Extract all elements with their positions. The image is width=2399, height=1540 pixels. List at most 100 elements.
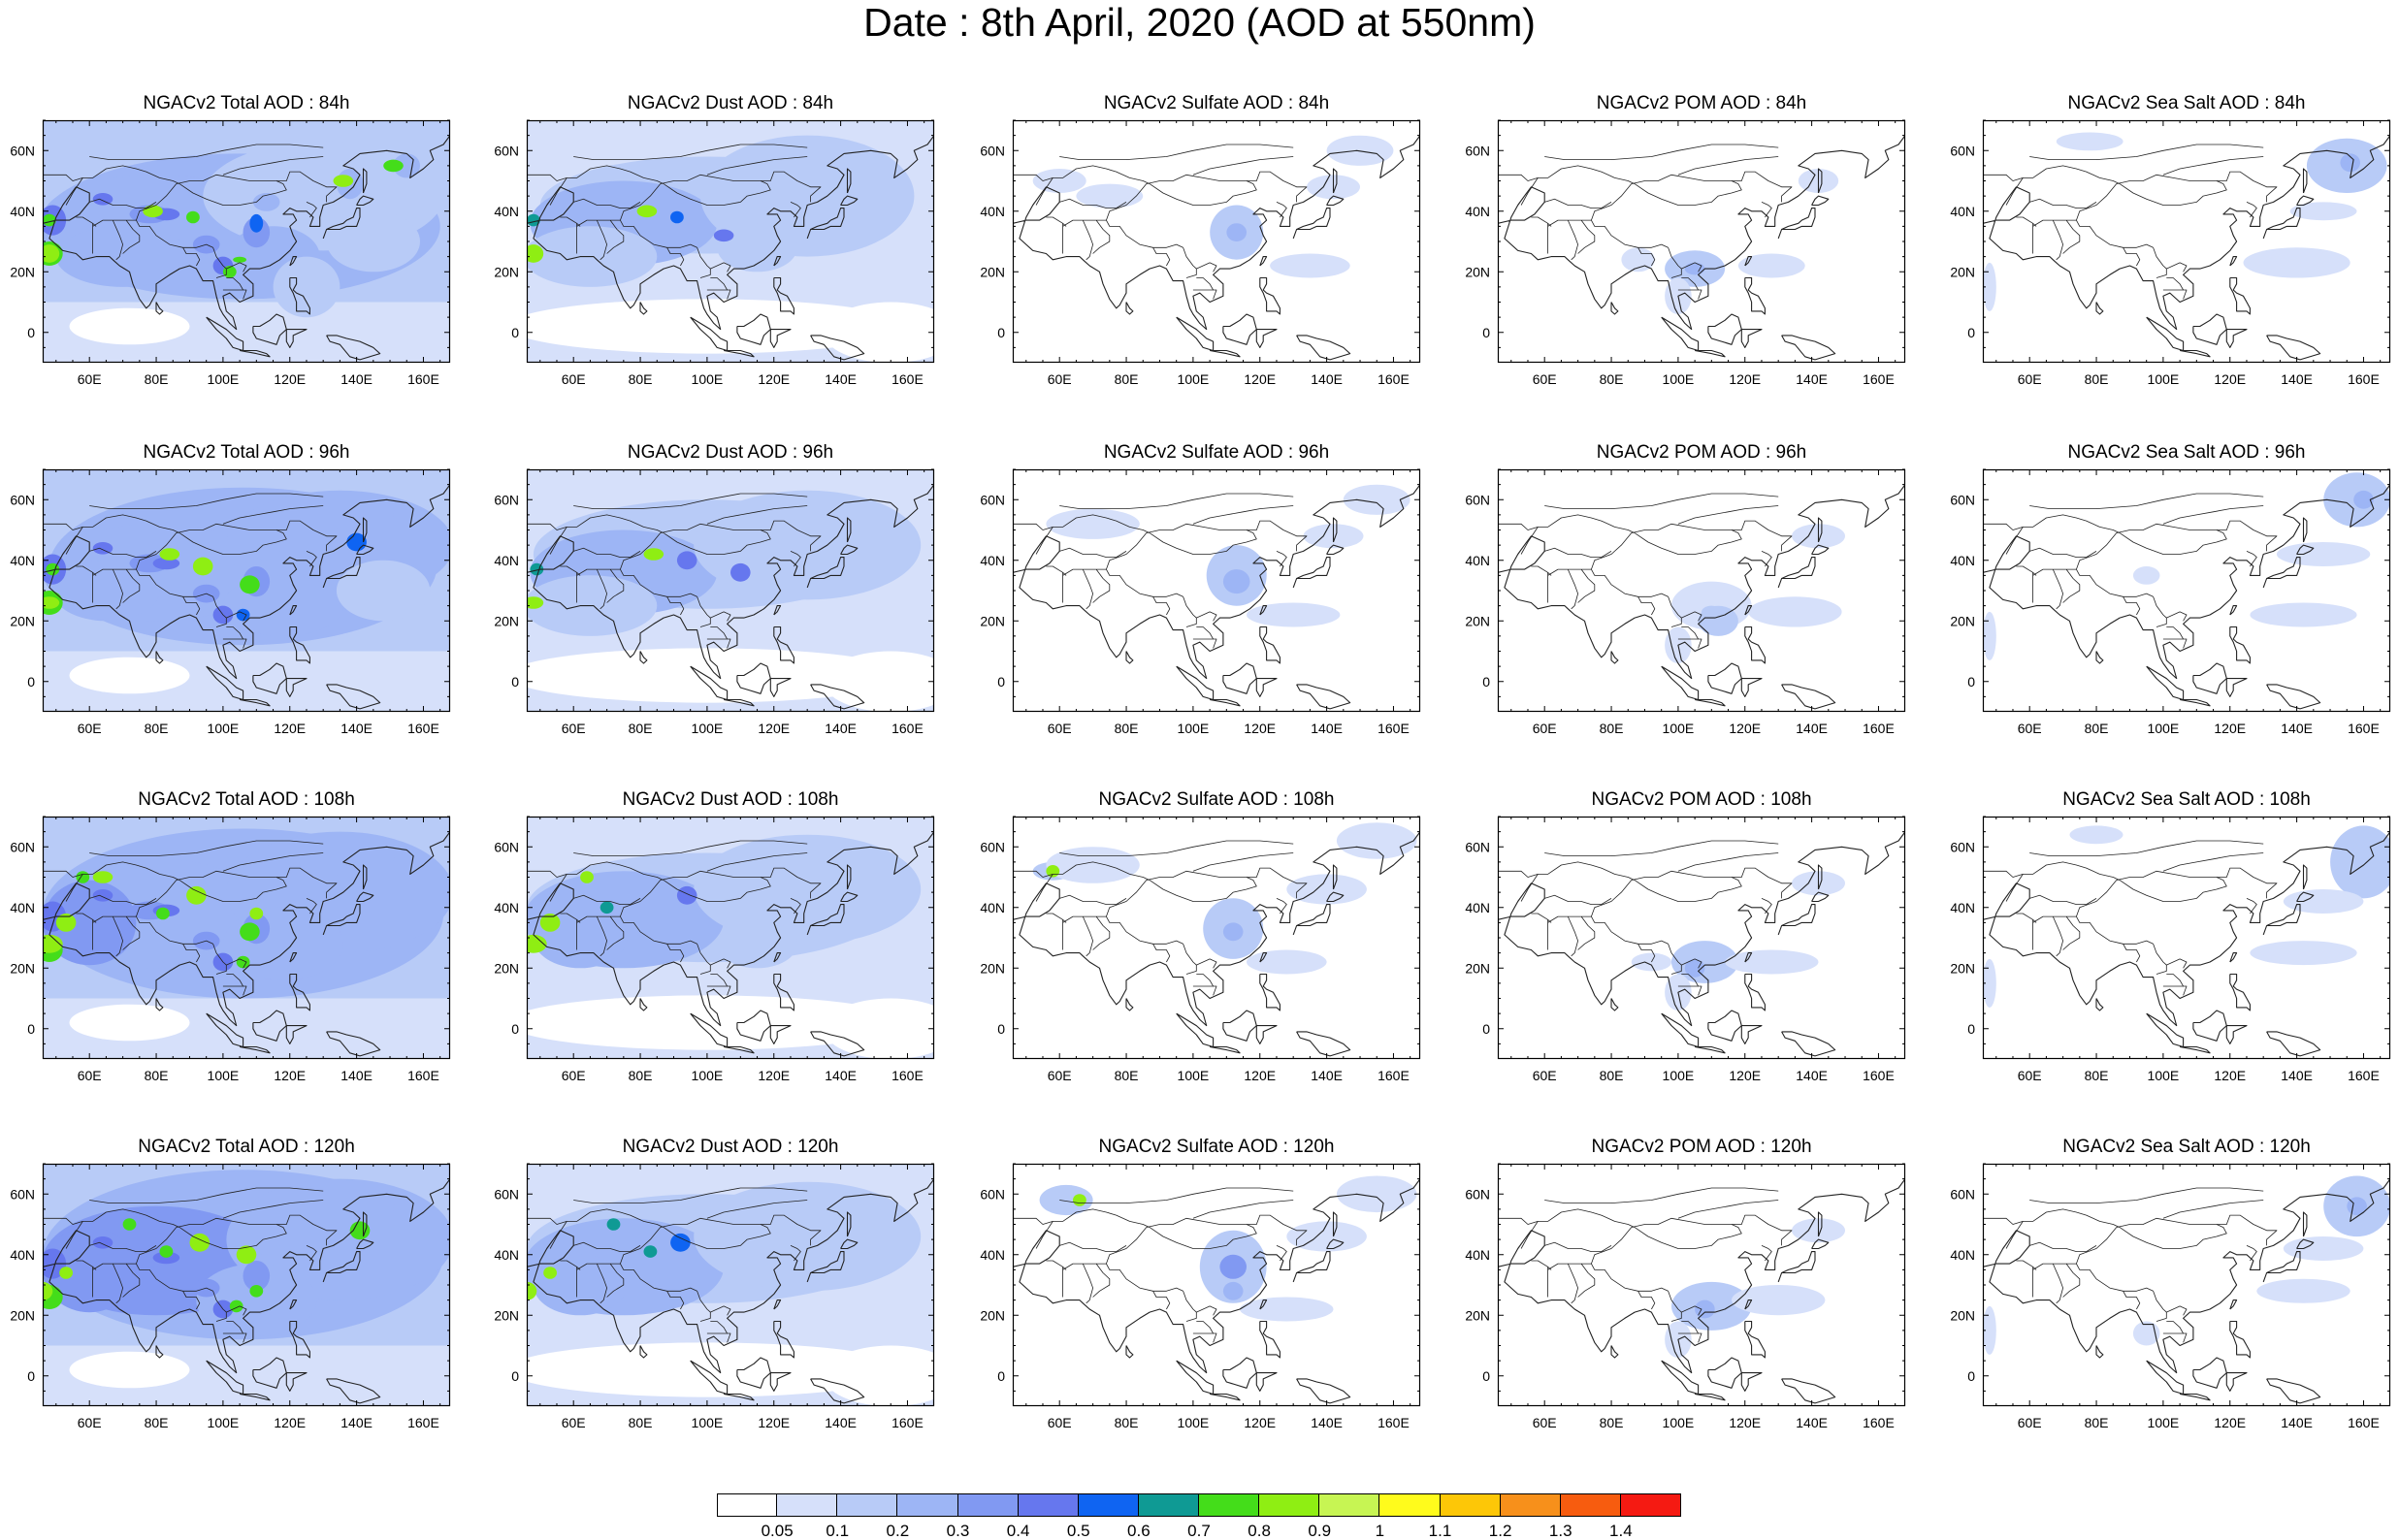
coastline	[1695, 349, 1726, 358]
coastline	[1811, 1238, 1830, 1250]
coastline	[2229, 256, 2238, 267]
lat-tick-label: 0	[997, 674, 1005, 690]
country-border	[710, 626, 728, 640]
country-border	[2123, 247, 2141, 267]
aod-maximum-1	[543, 1267, 557, 1279]
aod-background	[1498, 817, 1905, 1059]
coastline	[690, 316, 729, 352]
panel-title: NGACv2 POM AOD : 108h	[1591, 789, 1812, 810]
colorbar-swatch	[1319, 1493, 1380, 1517]
country-border	[1196, 611, 1217, 622]
lon-tick-label: 120E	[758, 371, 790, 387]
aod-maximum-6	[249, 1285, 264, 1298]
lon-tick-label: 120E	[758, 721, 790, 736]
coastline	[736, 1010, 771, 1042]
map-panel: NGACv2 Total AOD : 108h 60E 80E 100E 120E 140…	[10, 790, 451, 1083]
coastline	[773, 626, 794, 664]
country-border	[1677, 985, 1702, 996]
country-border	[549, 514, 665, 555]
coastline	[240, 1393, 271, 1401]
coastline	[769, 329, 792, 348]
map-panel: NGACv2 POM AOD : 108h 60E 80E 100E 120E 140E 1…	[1465, 790, 1906, 1083]
aod-region-4	[222, 907, 343, 980]
lon-tick-label: 120E	[1244, 1068, 1276, 1083]
aod-maximum-0	[43, 934, 63, 953]
panel-title: NGACv2 Total AOD : 120h	[138, 1137, 355, 1157]
country-border	[226, 277, 243, 291]
coastline	[1777, 208, 1816, 240]
lon-tick-label: 140E	[340, 1415, 373, 1430]
lon-tick-label: 60E	[562, 371, 586, 387]
aod-maximum-1	[59, 1267, 73, 1279]
lon-tick-label: 120E	[1729, 1068, 1761, 1083]
coastline	[155, 651, 164, 664]
country-border	[710, 974, 728, 987]
aod-region-2	[2250, 941, 2357, 966]
country-border	[2153, 944, 2167, 975]
coastline	[1610, 998, 1619, 1011]
lon-tick-label: 100E	[2148, 1415, 2180, 1430]
coastline	[2296, 1238, 2315, 1250]
country-border	[182, 596, 201, 616]
lat-tick-label: 60N	[494, 143, 519, 158]
country-border	[2166, 277, 2184, 291]
country-border	[1761, 898, 1772, 914]
aod-clean-region-0	[69, 307, 190, 345]
coastline	[155, 998, 164, 1011]
coastline	[527, 1178, 934, 1374]
country-border	[178, 877, 287, 902]
country-border	[2166, 262, 2188, 273]
lon-tick-label: 100E	[1178, 1068, 1210, 1083]
coastline	[1259, 1299, 1268, 1310]
colorbar-label: 0.3	[946, 1522, 970, 1540]
aod-maximum-3	[156, 907, 170, 920]
coastline	[724, 1393, 755, 1401]
country-border	[1634, 180, 1742, 206]
country-border	[222, 289, 247, 300]
country-border	[1591, 867, 1793, 917]
coastline	[1255, 329, 1278, 348]
coastline	[1811, 195, 1830, 207]
country-border	[706, 505, 808, 525]
country-border	[1059, 493, 1294, 509]
coastline	[43, 484, 450, 680]
lon-tick-label: 80E	[629, 721, 653, 736]
coastline	[724, 698, 755, 707]
country-border	[2076, 867, 2278, 917]
aod-region-8	[252, 1236, 280, 1255]
lat-tick-label: 0	[1482, 674, 1490, 690]
country-border	[1547, 568, 1669, 597]
lat-tick-label: 40N	[1950, 900, 1975, 915]
country-border	[620, 171, 822, 221]
aod-maximum-2	[1222, 1281, 1244, 1300]
country-border	[606, 1263, 625, 1298]
country-border	[706, 852, 808, 872]
country-border	[92, 568, 213, 597]
coastline	[1744, 1299, 1753, 1310]
lon-tick-label: 100E	[692, 371, 724, 387]
coastline	[527, 135, 934, 331]
country-border	[527, 174, 567, 181]
coastline	[639, 651, 648, 664]
map-panel: NGACv2 Dust AOD : 108h 60E 80E 100E 120E 140E…	[494, 790, 935, 1083]
coastline	[1983, 831, 2390, 1027]
lon-tick-label: 140E	[1311, 1068, 1343, 1083]
country-border	[1192, 985, 1217, 996]
aod-region-2	[2256, 1278, 2350, 1303]
aod-map: 60E 80E 100E 120E 140E 160E 60N 40N 20N 0	[494, 468, 935, 736]
panel-title: NGACv2 POM AOD : 96h	[1596, 442, 1807, 463]
country-border	[573, 894, 641, 905]
lon-tick-label: 120E	[274, 721, 306, 736]
lat-tick-label: 40N	[10, 553, 35, 568]
coastline	[1707, 1357, 1742, 1389]
coastline	[1740, 1372, 1763, 1392]
aod-map: 60E 80E 100E 120E 140E 160E 60N 40N 20N 0	[1950, 816, 2391, 1083]
country-border	[1062, 915, 1183, 945]
coastline	[43, 1178, 450, 1374]
country-border	[1196, 262, 1217, 273]
lon-tick-label: 80E	[1115, 721, 1139, 736]
lon-tick-label: 140E	[2281, 371, 2313, 387]
country-border	[1520, 861, 1636, 902]
country-border	[1520, 165, 1636, 206]
coastline	[1983, 1178, 2390, 1374]
